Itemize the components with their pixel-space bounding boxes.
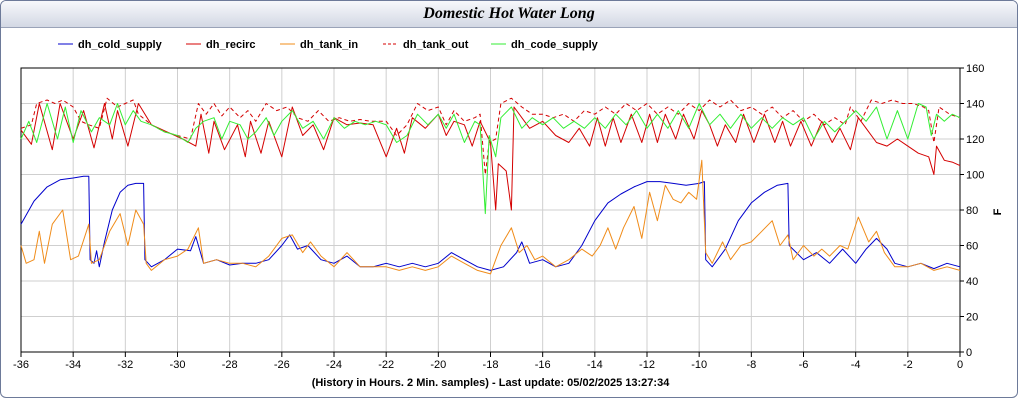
x-tick-label: -6 <box>799 359 809 371</box>
y-tick-label: 120 <box>966 134 984 146</box>
y-tick-label: 60 <box>966 241 978 253</box>
y-tick-label: 80 <box>966 205 978 217</box>
x-tick-label: 0 <box>957 359 963 371</box>
chart-title: Domestic Hot Water Long <box>423 5 595 22</box>
x-tick-label: -36 <box>13 359 29 371</box>
legend-label: dh_tank_in <box>300 39 358 51</box>
x-tick-label: -16 <box>535 359 551 371</box>
x-tick-label: -10 <box>691 359 707 371</box>
x-tick-label: -34 <box>65 359 81 371</box>
legend: dh_cold_supply dh_recirc dh_tank_in dh_tank… <box>58 39 599 51</box>
x-tick-label: -20 <box>430 359 446 371</box>
y-axis-label: F <box>992 208 1004 215</box>
y-tick-label: 0 <box>966 347 972 359</box>
series-line-dh_cold_supply <box>20 175 961 271</box>
x-tick-label: -30 <box>170 359 186 371</box>
legend-label: dh_tank_out <box>403 39 469 51</box>
y-tick-label: 40 <box>966 276 978 288</box>
legend-label: dh_recirc <box>206 39 256 51</box>
legend-label: dh_code_supply <box>511 39 599 51</box>
x-axis: -36 -34 -32 -30 -28 -26 -24 -22 -20 -18 -16 -14 -12-… <box>13 352 963 371</box>
x-tick-label: -12 <box>639 359 655 371</box>
x-tick-label: -26 <box>274 359 290 371</box>
series-line-dh_tank_out <box>20 97 961 175</box>
x-tick-label: -14 <box>587 359 603 371</box>
x-tick-label: -28 <box>222 359 238 371</box>
x-axis-label: (History in Hours. 2 Min. samples) - Las… <box>312 377 671 389</box>
x-tick-label: -4 <box>851 359 861 371</box>
y-axis: 0 20 40 60 80 100 120 140 160 <box>960 63 984 359</box>
series-layer <box>20 97 961 275</box>
series-line-dh_code_supply <box>20 103 961 215</box>
y-tick-label: 140 <box>966 99 984 111</box>
grid <box>20 67 961 353</box>
title-bar: Domestic Hot Water Long <box>1 1 1017 28</box>
x-tick-label: -22 <box>378 359 394 371</box>
x-tick-label: -8 <box>746 359 756 371</box>
x-tick-label: -32 <box>117 359 133 371</box>
series-line-dh_tank_in <box>20 159 961 275</box>
y-tick-label: 100 <box>966 170 984 182</box>
y-tick-label: 20 <box>966 312 978 324</box>
x-tick-label: -18 <box>483 359 499 371</box>
x-tick-label: -24 <box>326 359 342 371</box>
x-tick-label: -2 <box>903 359 913 371</box>
y-tick-label: 160 <box>966 63 984 75</box>
legend-label: dh_cold_supply <box>78 39 163 51</box>
